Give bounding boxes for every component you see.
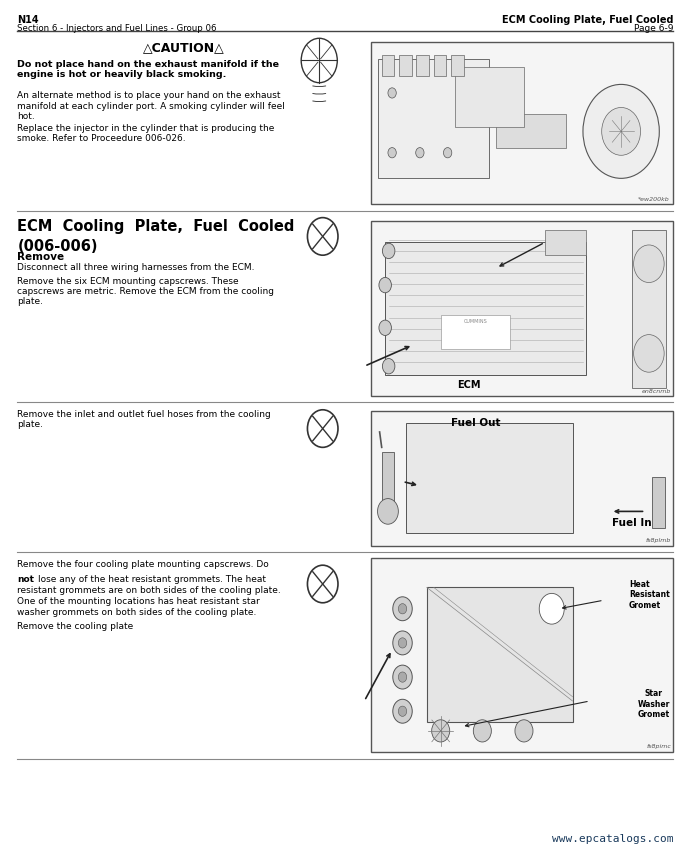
- Bar: [371, 43, 673, 205]
- Bar: [416, 55, 429, 77]
- Bar: [545, 230, 586, 256]
- Text: Remove the inlet and outlet fuel hoses from the cooling
plate.: Remove the inlet and outlet fuel hoses f…: [17, 409, 271, 429]
- Text: Remove the six ECM mounting capscrews. These
capscrews are metric. Remove the EC: Remove the six ECM mounting capscrews. T…: [17, 276, 274, 306]
- Circle shape: [382, 359, 395, 374]
- Bar: [371, 558, 673, 752]
- Circle shape: [634, 335, 664, 373]
- Circle shape: [379, 321, 391, 336]
- Bar: [451, 55, 464, 77]
- Circle shape: [398, 638, 407, 648]
- Text: An alternate method is to place your hand on the exhaust
manifold at each cylind: An alternate method is to place your han…: [17, 91, 285, 121]
- Bar: [385, 243, 586, 375]
- Bar: [382, 452, 394, 512]
- Circle shape: [379, 278, 391, 293]
- Bar: [441, 316, 510, 350]
- Circle shape: [393, 597, 412, 621]
- Bar: [496, 115, 566, 149]
- Text: ECM: ECM: [457, 380, 480, 390]
- Bar: [382, 55, 394, 77]
- Circle shape: [602, 108, 641, 156]
- Text: resistant grommets are on both sides of the cooling plate.: resistant grommets are on both sides of …: [17, 585, 281, 595]
- Bar: [378, 60, 489, 179]
- Text: Page 6-9: Page 6-9: [634, 24, 673, 33]
- Text: Fuel Out: Fuel Out: [450, 418, 500, 428]
- Text: fs8pimc: fs8pimc: [646, 743, 671, 748]
- Text: Section 6 - Injectors and Fuel Lines - Group 06: Section 6 - Injectors and Fuel Lines - G…: [17, 24, 217, 33]
- Text: ECM  Cooling  Plate,  Fuel  Cooled: ECM Cooling Plate, Fuel Cooled: [17, 218, 295, 234]
- Circle shape: [416, 148, 424, 159]
- Bar: [632, 230, 666, 388]
- Bar: [427, 588, 573, 722]
- Text: One of the mounting locations has heat resistant star: One of the mounting locations has heat r…: [17, 596, 260, 606]
- Text: not: not: [17, 574, 34, 583]
- Text: fs8plmb: fs8plmb: [645, 537, 671, 543]
- Text: Star
Washer
Gromet: Star Washer Gromet: [637, 688, 670, 718]
- Text: Remove: Remove: [17, 252, 65, 262]
- Bar: [652, 478, 665, 529]
- Circle shape: [539, 594, 564, 624]
- Text: Remove the four cooling plate mounting capscrews. Do: Remove the four cooling plate mounting c…: [17, 560, 269, 569]
- Text: Remove the cooling plate: Remove the cooling plate: [17, 621, 134, 630]
- Text: www.epcatalogs.com: www.epcatalogs.com: [552, 833, 673, 843]
- Circle shape: [634, 246, 664, 283]
- Text: Do not place hand on the exhaust manifold if the
engine is hot or heavily black : Do not place hand on the exhaust manifol…: [17, 60, 280, 79]
- Circle shape: [398, 604, 407, 614]
- Text: en8cnmb: en8cnmb: [642, 388, 671, 393]
- Text: Heat
Resistant
Gromet: Heat Resistant Gromet: [629, 579, 670, 609]
- Text: lose any of the heat resistant grommets. The heat: lose any of the heat resistant grommets.…: [38, 574, 266, 583]
- Text: Fuel In: Fuel In: [611, 517, 652, 527]
- Text: washer grommets on both sides of the cooling plate.: washer grommets on both sides of the coo…: [17, 607, 257, 617]
- Text: (006-006): (006-006): [17, 239, 98, 254]
- Circle shape: [432, 720, 450, 742]
- Text: Disconnect all three wiring harnesses from the ECM.: Disconnect all three wiring harnesses fr…: [17, 263, 255, 272]
- Text: ECM Cooling Plate, Fuel Cooled: ECM Cooling Plate, Fuel Cooled: [502, 15, 673, 25]
- Circle shape: [388, 89, 396, 99]
- Circle shape: [473, 720, 491, 742]
- Bar: [406, 424, 573, 533]
- Bar: [455, 68, 524, 128]
- Bar: [371, 411, 673, 546]
- Circle shape: [443, 148, 452, 159]
- Circle shape: [393, 665, 412, 689]
- Circle shape: [398, 672, 407, 682]
- Text: △CAUTION△: △CAUTION△: [143, 41, 225, 54]
- Text: CUMMINS: CUMMINS: [464, 318, 487, 323]
- Circle shape: [515, 720, 533, 742]
- Circle shape: [382, 244, 395, 259]
- Text: N14: N14: [17, 15, 39, 25]
- Circle shape: [388, 148, 396, 159]
- Text: Replace the injector in the cylinder that is producing the
smoke. Refer to Proce: Replace the injector in the cylinder tha…: [17, 124, 275, 143]
- Circle shape: [583, 85, 659, 179]
- Circle shape: [393, 699, 412, 723]
- Circle shape: [378, 499, 398, 525]
- Bar: [371, 222, 673, 397]
- Circle shape: [398, 706, 407, 717]
- Bar: [434, 55, 446, 77]
- Circle shape: [393, 631, 412, 655]
- Text: *ew200kb: *ew200kb: [638, 196, 670, 201]
- Bar: [399, 55, 412, 77]
